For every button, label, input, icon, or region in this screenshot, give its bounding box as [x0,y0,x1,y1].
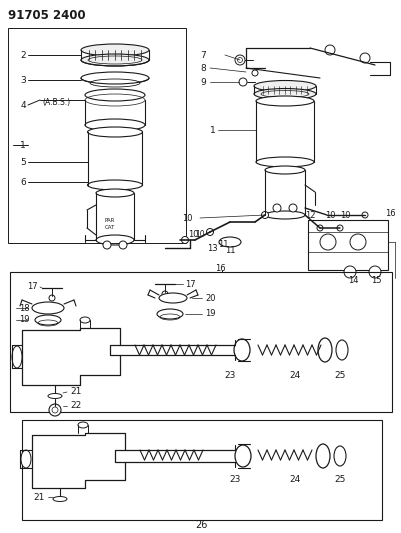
Ellipse shape [85,89,145,101]
Text: 10: 10 [187,230,198,238]
Circle shape [181,237,188,244]
Circle shape [288,204,296,212]
Text: 21: 21 [70,387,81,397]
Circle shape [235,55,244,65]
Ellipse shape [21,450,31,468]
Text: (A.B.S.): (A.B.S.) [42,98,70,107]
Ellipse shape [90,79,140,87]
Text: 11: 11 [225,246,235,254]
Circle shape [349,234,365,250]
Text: 7: 7 [200,51,205,60]
Text: 10: 10 [339,211,350,220]
Ellipse shape [219,237,241,247]
Text: 25: 25 [334,370,345,379]
Ellipse shape [333,446,345,466]
Text: 26: 26 [194,520,207,530]
Text: 17: 17 [184,279,195,288]
Ellipse shape [12,346,22,368]
Text: 23: 23 [229,475,240,484]
Ellipse shape [335,340,347,360]
Ellipse shape [78,422,88,428]
Text: 23: 23 [224,370,235,379]
Text: 14: 14 [347,276,358,285]
Ellipse shape [80,317,90,323]
Text: 21: 21 [34,494,45,503]
Circle shape [119,241,127,249]
Text: 10: 10 [324,211,335,220]
Text: 4: 4 [20,101,26,109]
Text: 91705 2400: 91705 2400 [8,9,85,21]
Text: 16: 16 [215,263,225,272]
Circle shape [49,295,55,301]
Text: 20: 20 [205,294,215,303]
Text: 17: 17 [27,281,38,290]
Circle shape [359,53,369,63]
Text: PAR: PAR [105,217,115,222]
Text: 3: 3 [20,76,26,85]
Bar [307,220,387,270]
Bar [8,28,186,243]
Ellipse shape [53,497,67,502]
Text: 10: 10 [195,230,204,238]
Circle shape [103,241,111,249]
Text: 19: 19 [20,316,30,325]
Text: 15: 15 [370,276,381,285]
Ellipse shape [157,309,182,319]
Ellipse shape [81,44,149,56]
Ellipse shape [253,88,315,100]
Ellipse shape [48,393,62,399]
Ellipse shape [315,444,329,468]
Ellipse shape [159,293,186,303]
Circle shape [336,225,342,231]
Ellipse shape [35,315,61,325]
Ellipse shape [255,96,313,106]
Text: 10: 10 [182,214,192,222]
Text: 5: 5 [20,157,26,166]
Text: 9: 9 [200,77,205,86]
Text: 11: 11 [217,239,228,248]
Circle shape [239,78,246,86]
Text: 24: 24 [289,370,300,379]
Text: 6: 6 [20,177,26,187]
Ellipse shape [253,80,315,92]
Circle shape [162,291,168,297]
Circle shape [49,404,61,416]
Circle shape [368,266,380,278]
Bar [10,272,391,412]
Text: 13: 13 [207,244,217,253]
Text: 25: 25 [334,475,345,484]
Text: 19: 19 [205,310,215,319]
Circle shape [343,266,355,278]
Text: 24: 24 [289,475,300,484]
Text: 16: 16 [384,208,395,217]
Ellipse shape [235,445,250,467]
Text: 22: 22 [70,401,81,410]
Circle shape [361,212,367,218]
Text: 18: 18 [19,303,30,312]
Ellipse shape [32,302,64,314]
Ellipse shape [96,189,134,197]
Text: 2: 2 [20,51,26,60]
Ellipse shape [87,127,142,137]
Circle shape [316,225,322,231]
Circle shape [206,229,213,236]
Ellipse shape [317,338,331,362]
Ellipse shape [81,54,149,66]
Ellipse shape [81,72,149,84]
Circle shape [261,212,268,219]
Text: CAT: CAT [105,224,115,230]
Circle shape [272,204,280,212]
Text: 1: 1 [20,141,26,149]
Ellipse shape [233,339,249,361]
Ellipse shape [264,166,304,174]
Text: 12: 12 [304,211,315,220]
Circle shape [324,45,334,55]
Text: 1: 1 [210,125,215,134]
Text: 8: 8 [200,63,205,72]
Circle shape [319,234,335,250]
Bar [22,420,381,520]
